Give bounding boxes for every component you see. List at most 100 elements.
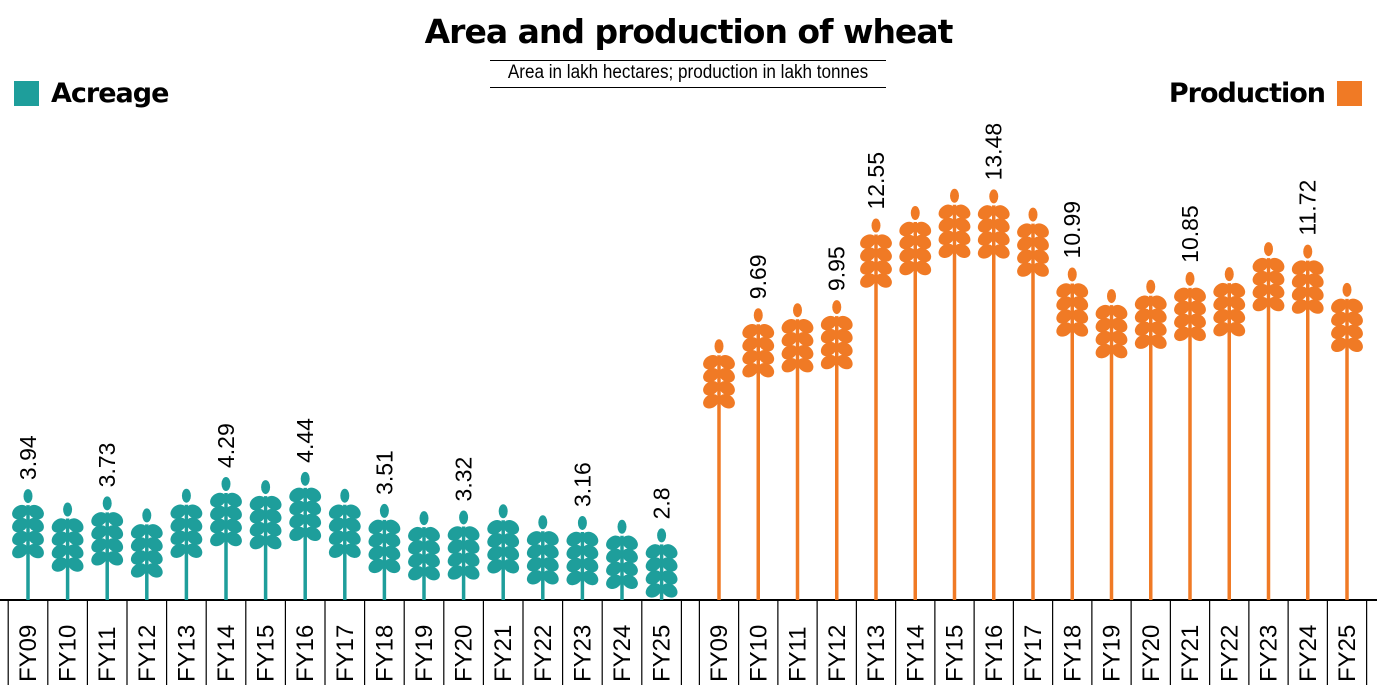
acreage-value-label: 4.29 [213, 423, 239, 468]
acreage-kernel-right [424, 539, 440, 555]
production-kernel-left [1291, 299, 1308, 314]
acreage-kernel-left [249, 534, 266, 550]
acreage-kernel-left [566, 531, 583, 547]
acreage-value-label: 3.94 [15, 435, 41, 480]
production-value-label: 9.95 [824, 246, 850, 291]
acreage-ear-tip [221, 476, 231, 491]
acreage-kernel-right [622, 574, 638, 589]
legend-acreage: Acreage [14, 78, 169, 109]
production-ear-tip [1303, 244, 1313, 259]
production-kernel-left [1331, 324, 1347, 340]
acreage-kernel-right [503, 559, 520, 574]
production-kernel-right [915, 221, 932, 237]
production-kernel-left [1252, 283, 1269, 299]
production-kernel-left [1252, 296, 1269, 312]
acreage-ear-tip [300, 471, 310, 486]
acreage-kernel-left [289, 500, 306, 516]
production-ear-tip [950, 188, 959, 203]
production-kernel-left [860, 247, 876, 262]
production-kernel-right [954, 217, 971, 232]
acreage-kernel-right [344, 517, 361, 532]
production-kernel-left [742, 323, 759, 339]
acreage-kernel-right [305, 513, 322, 529]
production-kernel-left [820, 328, 837, 344]
acreage-kernel-right [28, 517, 44, 533]
acreage-kernel-right [463, 539, 480, 554]
acreage-category-label: FY12 [134, 625, 161, 682]
acreage-kernel-right [622, 561, 638, 576]
acreage-kernel-left [368, 532, 385, 548]
production-kernel-left [1291, 260, 1308, 275]
acreage-bar-fy24 [606, 519, 638, 600]
acreage-value-label: 3.51 [371, 450, 397, 495]
production-kernel-right [1347, 337, 1363, 353]
production-category-label: FY21 [1177, 625, 1204, 682]
production-kernel-left [781, 318, 798, 334]
production-kernel-right [719, 368, 735, 383]
production-kernel-left [820, 354, 837, 370]
production-kernel-right [1111, 317, 1128, 333]
acreage-kernel-left [487, 546, 504, 561]
production-kernel-left [1134, 334, 1151, 349]
production-value-label: 12.55 [863, 152, 889, 210]
production-kernel-right [876, 247, 892, 262]
production-kernel-left [1174, 287, 1190, 303]
production-bar-fy24 [1291, 244, 1324, 600]
acreage-kernel-right [661, 557, 678, 572]
production-kernel-left [860, 234, 876, 249]
acreage-kernel-right [542, 531, 559, 546]
acreage-ear-tip [102, 496, 112, 511]
production-bar-fy09 [703, 339, 735, 600]
production-kernel-right [876, 234, 892, 249]
production-kernel-right [1072, 296, 1089, 311]
acreage-kernel-left [170, 543, 187, 558]
production-kernel-right [758, 336, 775, 352]
acreage-bar-fy16 [289, 471, 322, 600]
acreage-kernel-left [51, 531, 68, 546]
acreage-kernel-right [582, 570, 599, 586]
acreage-kernel-left [526, 570, 543, 585]
acreage-kernel-right [265, 495, 282, 511]
acreage-bar-fy10 [51, 502, 84, 600]
production-kernel-right [1229, 321, 1246, 337]
acreage-kernel-right [265, 534, 282, 550]
production-kernel-right [1072, 309, 1089, 324]
production-kernel-left [977, 218, 994, 233]
production-bar-fy10 [742, 308, 775, 600]
acreage-bar-fy20 [447, 510, 480, 600]
production-bar-fy19 [1095, 289, 1128, 600]
production-kernel-right [836, 328, 853, 344]
acreage-kernel-right [622, 535, 638, 550]
production-ear-tip [1067, 267, 1077, 282]
production-category-label: FY20 [1138, 625, 1165, 682]
production-kernel-right [1307, 286, 1324, 301]
acreage-kernel-left [51, 518, 68, 533]
production-kernel-left [899, 221, 916, 237]
production-bar-fy17 [1017, 207, 1049, 600]
legend-acreage-swatch [14, 81, 39, 106]
production-category-label: FY23 [1256, 625, 1283, 682]
acreage-kernel-right [28, 543, 44, 559]
acreage-kernel-left [368, 519, 385, 535]
acreage-kernel-right [107, 512, 124, 527]
acreage-bar-fy12 [130, 508, 163, 600]
acreage-kernel-right [384, 558, 401, 574]
production-kernel-left [1095, 304, 1112, 320]
chart-title: Area and production of wheat [424, 12, 954, 51]
acreage-kernel-right [582, 531, 599, 547]
acreage-ear-tip [419, 511, 429, 526]
production-value-label: 13.48 [981, 123, 1007, 181]
production-kernel-right [954, 230, 971, 245]
production-kernel-right [797, 344, 814, 360]
production-kernel-right [1033, 249, 1049, 264]
production-kernel-right [1033, 236, 1049, 251]
acreage-kernel-left [328, 517, 345, 532]
acreage-kernel-left [91, 525, 108, 540]
production-kernel-left [1056, 296, 1073, 311]
acreage-category-label: FY14 [213, 625, 240, 682]
production-ear-tip [832, 300, 842, 315]
acreage-kernel-left [51, 544, 68, 559]
production-kernel-left [1291, 273, 1308, 288]
production-ear-tip [1028, 207, 1038, 222]
production-kernel-right [758, 323, 775, 339]
